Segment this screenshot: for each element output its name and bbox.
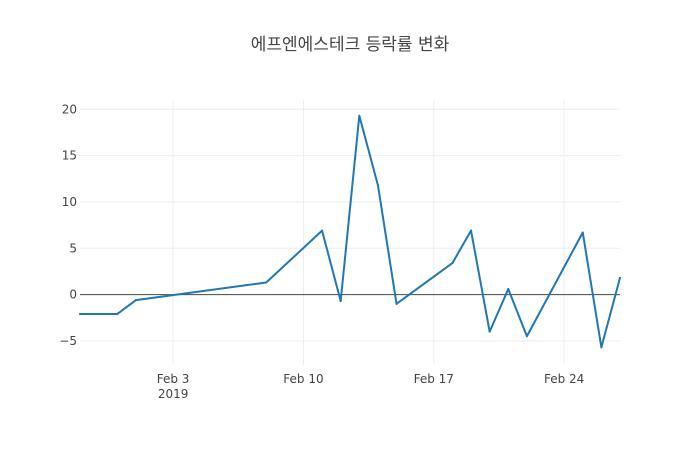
data-point: [507, 288, 510, 291]
data-point: [321, 229, 324, 232]
data-point: [488, 330, 491, 333]
x-tick-label: Feb 10: [283, 372, 323, 386]
data-point: [619, 276, 621, 279]
x-tick-year-label: 2019: [158, 387, 189, 401]
data-point: [134, 299, 137, 302]
data-point: [451, 262, 454, 265]
data-point: [358, 114, 361, 117]
y-tick-label: −5: [59, 334, 77, 348]
y-tick-label: 0: [69, 288, 77, 302]
data-point: [525, 335, 528, 338]
y-tick-label: 10: [62, 195, 77, 209]
grid: [80, 100, 620, 365]
y-tick-label: 5: [69, 241, 77, 255]
data-point: [79, 313, 81, 316]
x-tick-label: Feb 24: [544, 372, 584, 386]
data-point: [116, 313, 119, 316]
series-group: [79, 114, 621, 349]
data-point: [470, 229, 473, 232]
x-tick-label: Feb 17: [414, 372, 454, 386]
series-line: [79, 114, 621, 349]
data-point: [339, 300, 342, 303]
data-point: [581, 231, 584, 234]
data-point: [265, 281, 268, 284]
data-point: [376, 184, 379, 187]
y-axis: −5 0 5 10 15 20: [59, 102, 77, 348]
data-point: [600, 346, 603, 349]
chart-title: 에프엔에스테크 등락률 변화: [251, 35, 450, 55]
data-point: [395, 302, 398, 305]
x-tick-label: Feb 3: [157, 372, 190, 386]
y-tick-label: 20: [62, 102, 77, 116]
y-tick-label: 15: [62, 149, 77, 163]
